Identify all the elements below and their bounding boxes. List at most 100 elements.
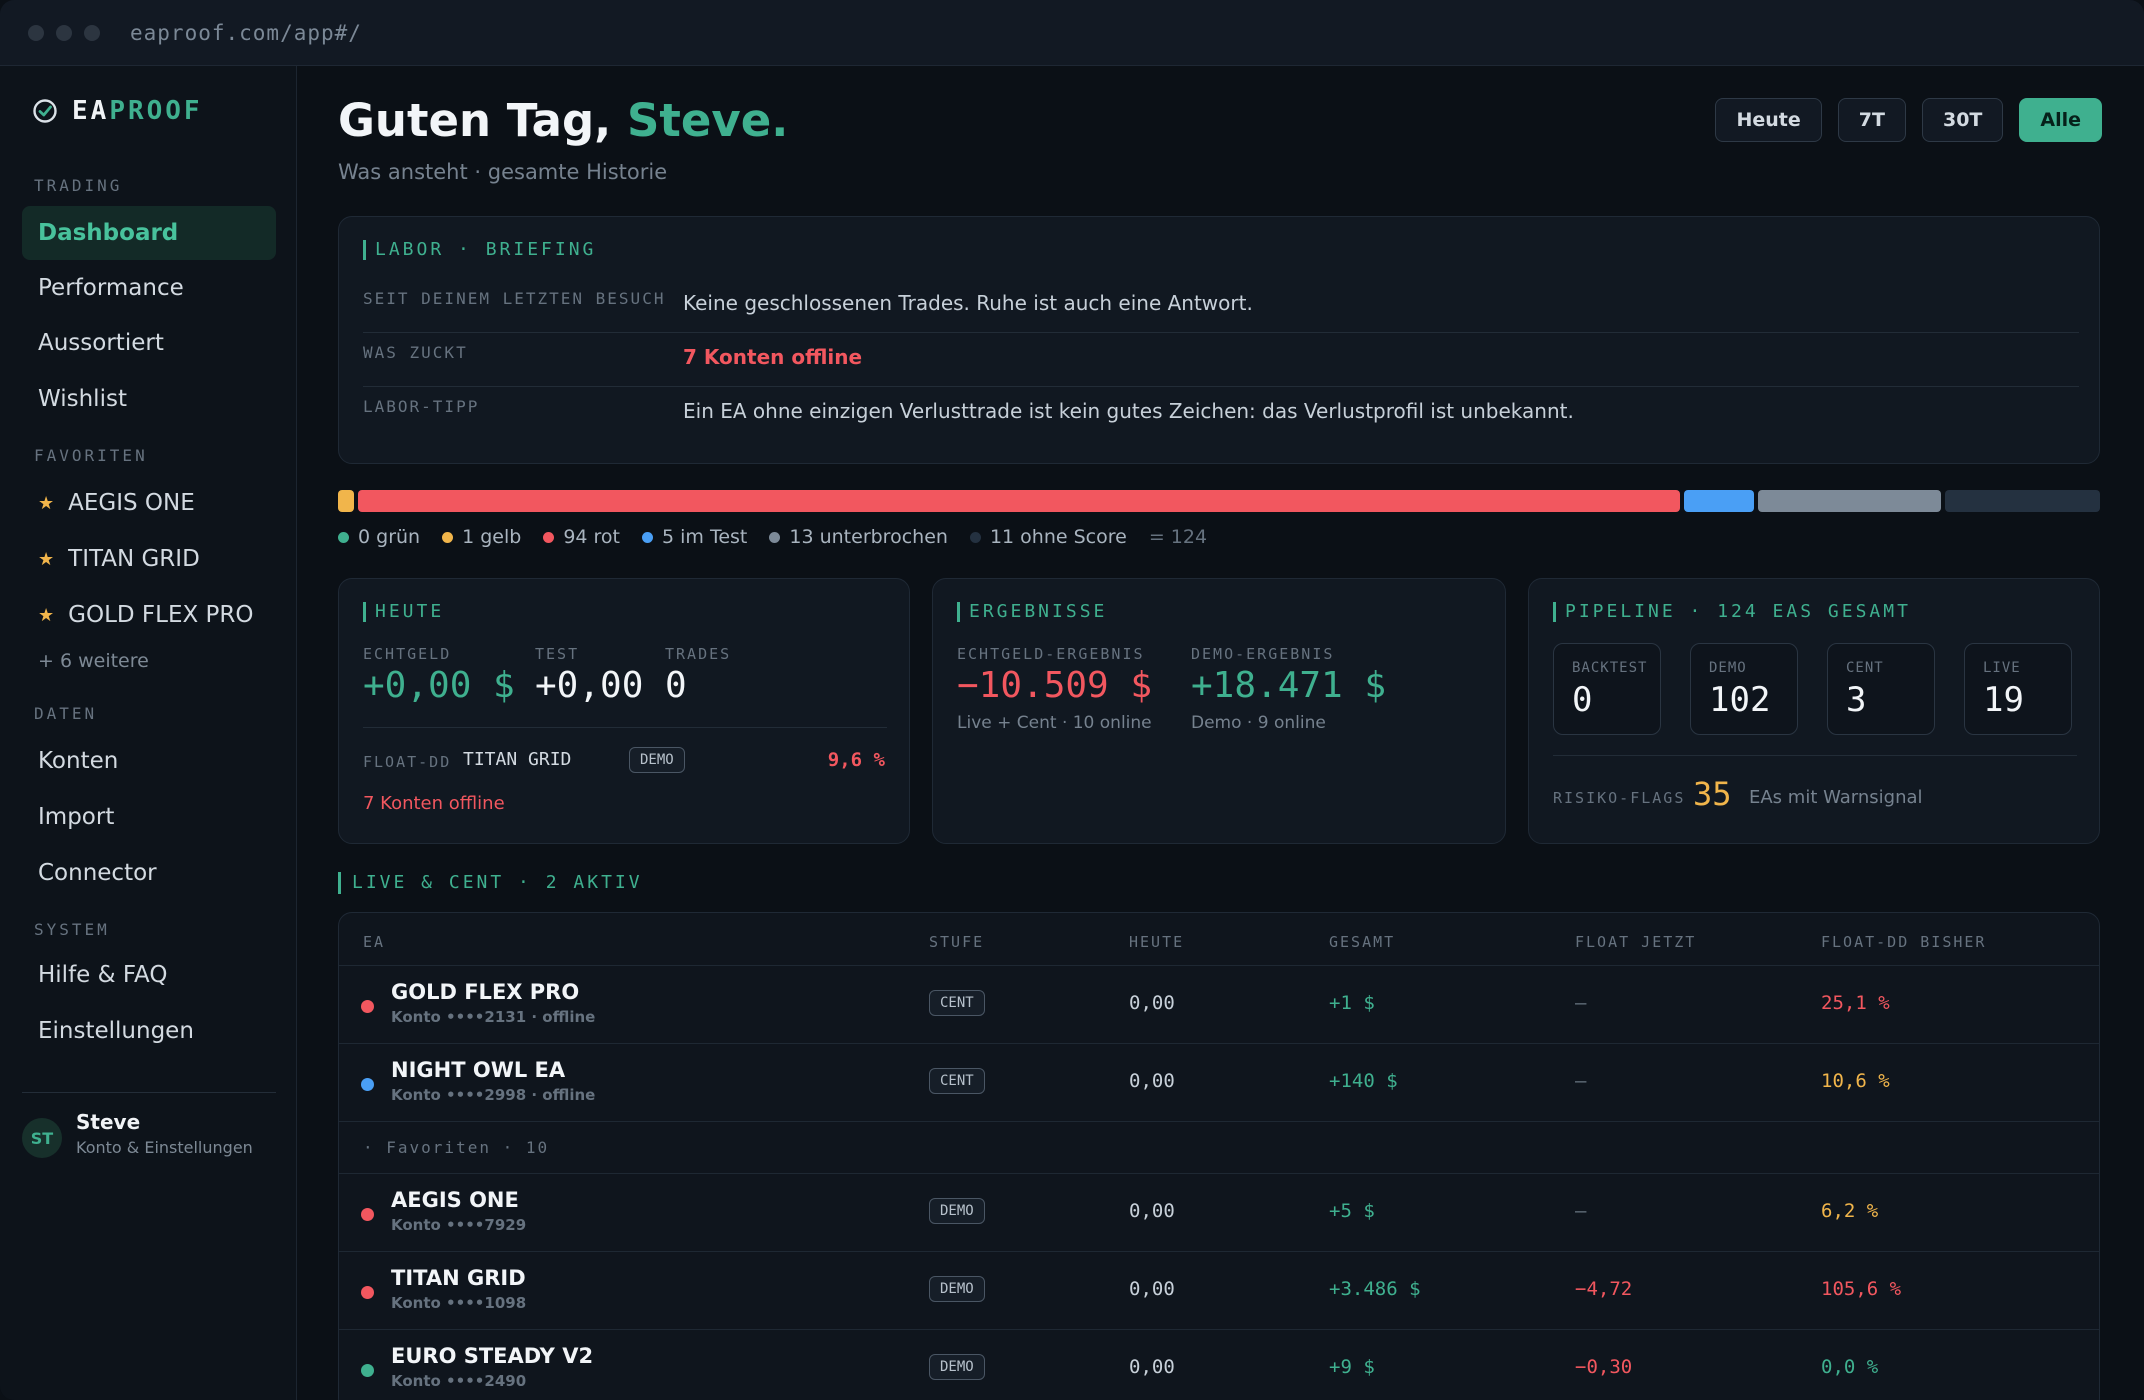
star-icon: ★ <box>38 548 55 570</box>
user-settings-link[interactable]: Konto & Einstellungen <box>76 1138 253 1157</box>
status-segment[interactable] <box>1684 490 1755 512</box>
sidebar-item-favorite-titan-grid[interactable]: ★ TITAN GRID <box>22 532 276 586</box>
pipeline-label: PIPELINE · 124 EAS GESAMT <box>1553 601 1911 622</box>
brand-name-part1: EA <box>72 96 110 126</box>
sidebar-item-aussortiert[interactable]: Aussortiert <box>38 330 164 356</box>
float-dd-value: 10,6 % <box>1821 1070 1890 1092</box>
briefing-value-offline[interactable]: 7 Konten offline <box>683 345 863 369</box>
sidebar-item-wishlist[interactable]: Wishlist <box>38 386 127 412</box>
star-icon: ★ <box>38 492 55 514</box>
status-segment[interactable] <box>1758 490 1942 512</box>
column-header-float-jetzt[interactable]: FLOAT JETZT <box>1575 933 1697 951</box>
column-header-heute[interactable]: HEUTE <box>1129 933 1185 951</box>
stage-value: 19 <box>1983 680 2024 720</box>
column-header-gesamt[interactable]: GESAMT <box>1329 933 1396 951</box>
sidebar-item-label: AEGIS ONE <box>68 490 195 516</box>
offline-accounts-link[interactable]: 7 Konten offline <box>363 793 505 814</box>
table-row[interactable]: EURO STEADY V2 Konto ••••2490 DEMO 0,00 … <box>339 1329 2099 1400</box>
stage-box-cent[interactable]: CENT 3 <box>1827 643 1935 735</box>
float-now-value: – <box>1575 1070 1587 1092</box>
greeting-name: Steve. <box>626 94 789 147</box>
status-segment[interactable] <box>338 490 354 512</box>
stage-tag: CENT <box>929 990 985 1016</box>
stage-label: CENT <box>1846 660 1884 676</box>
range-button-alle[interactable]: Alle <box>2019 98 2102 142</box>
browser-titlebar: eaproof.com/app#/ <box>0 0 2144 66</box>
window-maximize-dot[interactable] <box>84 24 100 41</box>
status-segment[interactable] <box>358 490 1681 512</box>
legend-item: 5 im Test <box>642 526 747 548</box>
float-dd-ea[interactable]: TITAN GRID <box>463 749 572 770</box>
risk-flags-sub: EAs mit Warnsignal <box>1749 787 1923 808</box>
risk-flags-label: RISIKO-FLAGS <box>1553 789 1686 807</box>
float-dd-tag-wrap: DEMO <box>629 747 685 773</box>
column-header-stufe[interactable]: STUFE <box>929 933 985 951</box>
status-dot <box>361 1078 374 1091</box>
window-minimize-dot[interactable] <box>56 24 72 41</box>
float-now-value: −0,30 <box>1575 1356 1633 1378</box>
float-dd-value: 105,6 % <box>1821 1278 1902 1300</box>
sidebar-item-konten[interactable]: Konten <box>38 748 119 774</box>
brand-logo[interactable]: EAPROOF <box>32 96 203 126</box>
avatar[interactable]: ST <box>22 1118 62 1158</box>
demo-result-label: DEMO-ERGEBNIS <box>1191 645 1335 663</box>
stage-box-backtest[interactable]: BACKTEST 0 <box>1553 643 1661 735</box>
range-button-heute[interactable]: Heute <box>1715 98 1822 142</box>
float-now-value: – <box>1575 992 1587 1014</box>
today-value: 0,00 <box>1129 1200 1175 1222</box>
nav-section-favoriten: FAVORITEN <box>34 446 148 465</box>
risk-flags-value[interactable]: 35 <box>1693 775 1732 813</box>
time-range-selector: Heute 7T 30T Alle <box>1715 98 2102 142</box>
status-distribution-bar[interactable] <box>338 490 2100 512</box>
status-segment[interactable] <box>1945 490 2100 512</box>
trades-value: 0 <box>665 665 687 706</box>
table-group-favoriten[interactable]: · Favoriten · 10 <box>339 1121 2099 1173</box>
sidebar-divider <box>22 1092 276 1093</box>
sidebar-item-hilfe[interactable]: Hilfe & FAQ <box>38 962 168 988</box>
float-dd-label: FLOAT-DD <box>363 753 452 771</box>
table-row[interactable]: NIGHT OWL EA Konto ••••2998 · offline CE… <box>339 1043 2099 1121</box>
address-bar[interactable]: eaproof.com/app#/ <box>130 20 362 45</box>
sidebar-item-favorite-aegis-one[interactable]: ★ AEGIS ONE <box>22 476 276 530</box>
table-row[interactable]: AEGIS ONE Konto ••••7929 DEMO 0,00 +5 $ … <box>339 1173 2099 1251</box>
float-dd-value: 0,0 % <box>1821 1356 1879 1378</box>
table-row[interactable]: TITAN GRID Konto ••••1098 DEMO 0,00 +3.4… <box>339 1251 2099 1329</box>
ea-name: TITAN GRID <box>391 1266 526 1290</box>
total-value: +5 $ <box>1329 1200 1375 1222</box>
stage-label: BACKTEST <box>1572 660 1648 676</box>
legend-label: 5 im Test <box>662 526 748 548</box>
stage-tag: DEMO <box>929 1198 985 1224</box>
briefing-key: LABOR-TIPP <box>363 397 480 416</box>
today-value: 0,00 <box>1129 1278 1175 1300</box>
briefing-key: SEIT DEINEM LETZTEN BESUCH <box>363 289 666 308</box>
stage-tag: DEMO <box>929 1276 985 1302</box>
sidebar-item-dashboard[interactable]: Dashboard <box>22 206 276 260</box>
range-button-7t[interactable]: 7T <box>1837 98 1906 142</box>
range-button-30t[interactable]: 30T <box>1921 98 2004 142</box>
results-card: ERGEBNISSE ECHTGELD-ERGEBNIS −10.509 $ L… <box>932 578 1506 844</box>
stage-tag-wrap: DEMO <box>929 1354 985 1380</box>
stage-tag-wrap: CENT <box>929 990 985 1016</box>
favorites-more-link[interactable]: + 6 weitere <box>38 650 149 672</box>
table-row[interactable]: GOLD FLEX PRO Konto ••••2131 · offline C… <box>339 965 2099 1043</box>
ea-name: AEGIS ONE <box>391 1188 519 1212</box>
echtgeld-result-label: ECHTGELD-ERGEBNIS <box>957 645 1145 663</box>
sidebar-item-connector[interactable]: Connector <box>38 860 157 886</box>
float-now-value: – <box>1575 1200 1587 1222</box>
sidebar-item-einstellungen[interactable]: Einstellungen <box>38 1018 194 1044</box>
stage-box-live[interactable]: LIVE 19 <box>1964 643 2072 735</box>
user-name[interactable]: Steve <box>76 1110 141 1134</box>
float-dd-value: 25,1 % <box>1821 992 1890 1014</box>
ea-account: Konto ••••2490 <box>391 1372 527 1390</box>
stage-box-demo[interactable]: DEMO 102 <box>1690 643 1798 735</box>
column-header-float-dd-bisher[interactable]: FLOAT-DD BISHER <box>1821 933 1987 951</box>
briefing-row: WAS ZUCKT 7 Konten offline <box>363 333 2079 387</box>
window-close-dot[interactable] <box>28 24 44 41</box>
sidebar-item-performance[interactable]: Performance <box>38 275 184 301</box>
stage-value: 102 <box>1709 680 1771 720</box>
column-header-ea[interactable]: EA <box>363 933 386 951</box>
sidebar-item-favorite-gold-flex-pro[interactable]: ★ GOLD FLEX PRO <box>22 588 276 642</box>
sidebar-item-import[interactable]: Import <box>38 804 115 830</box>
total-value: +3.486 $ <box>1329 1278 1421 1300</box>
legend-label: 1 gelb <box>462 526 522 548</box>
